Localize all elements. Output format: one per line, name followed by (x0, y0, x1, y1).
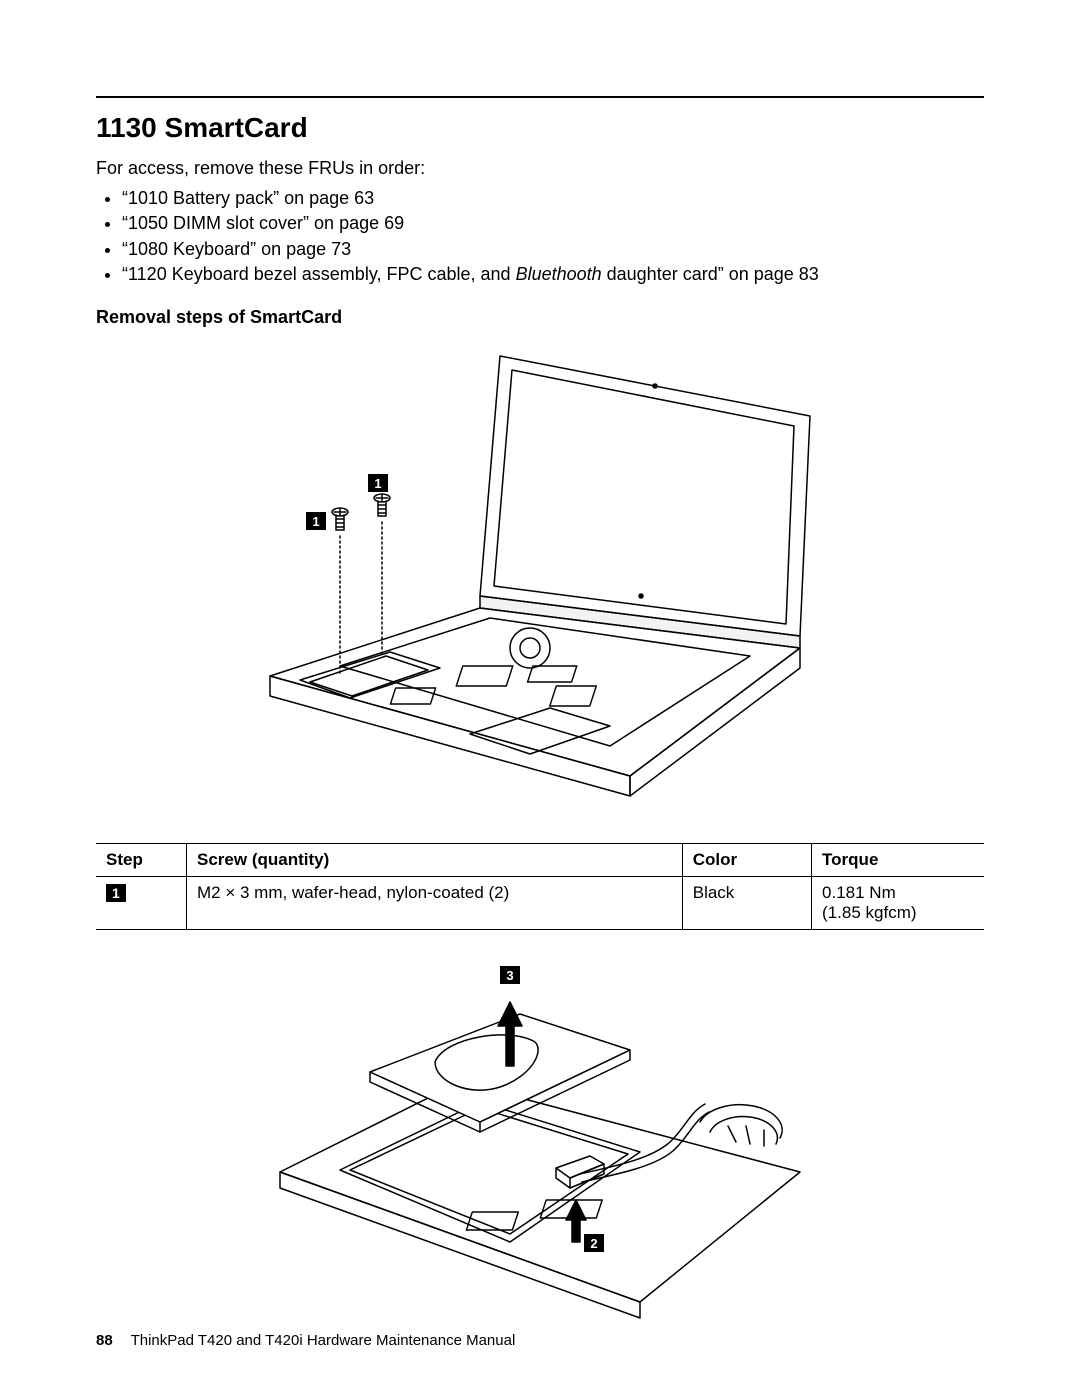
col-step-header: Step (96, 844, 187, 877)
doc-title: ThinkPad T420 and T420i Hardware Mainten… (131, 1332, 516, 1349)
cell-screw: M2 × 3 mm, wafer-head, nylon-coated (2) (187, 877, 683, 930)
cell-step: 1 (96, 877, 187, 930)
list-item: “1080 Keyboard” on page 73 (122, 237, 984, 262)
col-screw-header: Screw (quantity) (187, 844, 683, 877)
section-heading: 1130 SmartCard (96, 112, 984, 144)
top-rule (96, 96, 984, 98)
callout-2: 2 (584, 1234, 604, 1252)
svg-text:1: 1 (312, 514, 319, 529)
removal-subheading: Removal steps of SmartCard (96, 307, 984, 328)
list-item: “1120 Keyboard bezel assembly, FPC cable… (122, 262, 984, 287)
col-torque-header: Torque (812, 844, 984, 877)
page-number: 88 (96, 1332, 113, 1349)
cell-torque: 0.181 Nm (1.85 kgfcm) (812, 877, 984, 930)
cell-color: Black (682, 877, 811, 930)
arrow-up-small-icon (566, 1200, 586, 1242)
table-row: 1 M2 × 3 mm, wafer-head, nylon-coated (2… (96, 877, 984, 930)
col-color-header: Color (682, 844, 811, 877)
figure-laptop-diagram: 1 1 (96, 336, 984, 831)
callout-1-right: 1 (368, 474, 388, 492)
fru-list: “1010 Battery pack” on page 63 “1050 DIM… (96, 186, 984, 287)
page-footer: 88 ThinkPad T420 and T420i Hardware Main… (96, 1332, 515, 1349)
svg-text:3: 3 (506, 968, 513, 983)
table-header-row: Step Screw (quantity) Color Torque (96, 844, 984, 877)
svg-text:2: 2 (590, 1236, 597, 1251)
figure-smartcard-closeup: 3 2 (96, 942, 984, 1327)
step-callout-icon: 1 (106, 884, 126, 902)
callout-3: 3 (500, 966, 520, 984)
list-item: “1050 DIMM slot cover” on page 69 (122, 211, 984, 236)
svg-text:1: 1 (374, 476, 381, 491)
list-item: “1010 Battery pack” on page 63 (122, 186, 984, 211)
intro-line: For access, remove these FRUs in order: (96, 156, 984, 180)
screw-table: Step Screw (quantity) Color Torque 1 M2 … (96, 843, 984, 930)
callout-1-left: 1 (306, 512, 326, 530)
